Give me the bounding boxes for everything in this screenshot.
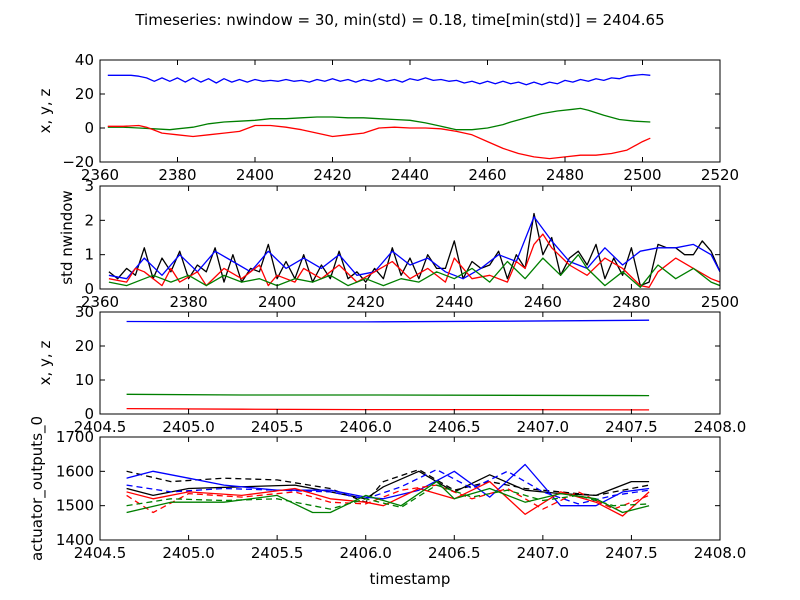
series-group bbox=[126, 463, 650, 517]
series-line-2 bbox=[126, 468, 650, 503]
x-tick-label: 2500 bbox=[701, 293, 739, 311]
y-tick-label: 1400 bbox=[56, 531, 94, 549]
x-tick-label: 2360 bbox=[81, 293, 119, 311]
series-line-4 bbox=[126, 468, 650, 505]
x-tick-label: 2406.0 bbox=[339, 418, 392, 436]
x-tick-label: 2360 bbox=[81, 166, 119, 184]
x-tick-label: 2420 bbox=[347, 293, 385, 311]
series-line-1 bbox=[126, 470, 650, 500]
y-tick-label: 1600 bbox=[56, 462, 94, 480]
series-group bbox=[107, 73, 651, 160]
subplot-2: 2360 2380 2400 2420 2440 2460 2480 2500 0 1 2 3 std … bbox=[58, 177, 739, 311]
series-line-3 bbox=[107, 124, 651, 160]
series-line-3 bbox=[126, 407, 650, 411]
y-tick-label: 10 bbox=[75, 371, 94, 389]
axes-frame bbox=[99, 59, 721, 163]
x-tick-label: 2440 bbox=[391, 166, 429, 184]
y-tick-label: 20 bbox=[75, 85, 94, 103]
x-tick-label: 2440 bbox=[435, 293, 473, 311]
series-line-4 bbox=[108, 254, 720, 288]
series-line-6 bbox=[126, 484, 650, 514]
figure-title: Timeseries: nwindow = 30, min(std) = 0.1… bbox=[134, 11, 664, 29]
series-line-2 bbox=[108, 216, 720, 280]
x-tick-label: 2408.0 bbox=[694, 544, 747, 562]
x-tick-label: 2480 bbox=[612, 293, 650, 311]
y-axis-label: x, y, z bbox=[36, 341, 54, 386]
x-tick-label: 2405.0 bbox=[162, 544, 215, 562]
y-tick-label: 1700 bbox=[56, 428, 94, 446]
x-tick-label: 2400 bbox=[258, 293, 296, 311]
subplot-4: 2404.5 2405.0 2405.5 2406.0 2406.5 2407.0 2407… bbox=[28, 416, 746, 588]
x-tick-label: 2408.0 bbox=[694, 418, 747, 436]
series-line-7 bbox=[126, 480, 650, 514]
axes-frame bbox=[99, 185, 721, 290]
y-tick-label: −20 bbox=[62, 153, 94, 171]
axes-frame bbox=[99, 311, 721, 415]
x-tick-label: 2405.5 bbox=[251, 418, 304, 436]
subplot-3: 2404.5 2405.0 2405.5 2406.0 2406.5 2407.0 2407… bbox=[36, 303, 746, 436]
y-axis-label: x, y, z bbox=[36, 89, 54, 134]
series-line-5 bbox=[126, 480, 650, 517]
x-tick-label: 2380 bbox=[169, 293, 207, 311]
series-line-2 bbox=[126, 393, 650, 397]
y-tick-label: 1500 bbox=[56, 497, 94, 515]
series-line-3 bbox=[108, 233, 720, 288]
y-tick-label: 0 bbox=[84, 119, 94, 137]
y-tick-label: 0 bbox=[84, 280, 94, 298]
series-line-2 bbox=[107, 107, 651, 131]
y-tick-label: 30 bbox=[75, 303, 94, 321]
y-tick-label: 3 bbox=[84, 177, 94, 195]
x-tick-label: 2406.5 bbox=[428, 544, 481, 562]
x-tick-label: 2407.5 bbox=[605, 418, 658, 436]
x-tick-label: 2405.0 bbox=[162, 418, 215, 436]
series-line-3 bbox=[126, 463, 650, 507]
series-line-1 bbox=[107, 73, 651, 86]
x-tick-label: 2405.5 bbox=[251, 544, 304, 562]
x-tick-label: 2404.5 bbox=[74, 418, 127, 436]
series-group bbox=[108, 212, 720, 288]
x-axis-label: timestamp bbox=[370, 570, 451, 588]
y-axis-label: actuator_outputs_0 bbox=[28, 416, 47, 561]
x-tick-label: 2407.0 bbox=[517, 418, 570, 436]
x-tick-label: 2480 bbox=[546, 166, 584, 184]
charts-container: 2360 2380 2400 2420 2440 2460 2480 2500 2520−200… bbox=[28, 51, 746, 588]
x-tick-label: 2406.5 bbox=[428, 418, 481, 436]
y-tick-label: 40 bbox=[75, 51, 94, 69]
series-line-1 bbox=[108, 212, 720, 287]
x-tick-label: 2407.5 bbox=[605, 544, 658, 562]
x-tick-label: 2400 bbox=[236, 166, 274, 184]
series-line-8 bbox=[126, 484, 650, 510]
x-tick-label: 2380 bbox=[158, 166, 196, 184]
x-tick-label: 2500 bbox=[623, 166, 661, 184]
subplot-1: 2360 2380 2400 2420 2440 2460 2480 2500 2520 −20 0… bbox=[36, 51, 739, 184]
x-tick-label: 2460 bbox=[524, 293, 562, 311]
x-tick-label: 2406.0 bbox=[339, 544, 392, 562]
y-tick-label: 2 bbox=[84, 211, 94, 229]
series-group bbox=[126, 319, 650, 411]
y-tick-label: 0 bbox=[84, 405, 94, 423]
x-tick-label: 2460 bbox=[468, 166, 506, 184]
axes-frame bbox=[99, 436, 721, 541]
y-axis-label: std nwindow bbox=[58, 190, 76, 284]
x-tick-label: 2404.5 bbox=[74, 544, 127, 562]
series-line-1 bbox=[126, 319, 650, 323]
y-tick-label: 20 bbox=[75, 337, 94, 355]
x-tick-label: 2420 bbox=[313, 166, 351, 184]
x-tick-label: 2520 bbox=[701, 166, 739, 184]
y-tick-label: 1 bbox=[84, 246, 94, 264]
x-tick-label: 2407.0 bbox=[517, 544, 570, 562]
